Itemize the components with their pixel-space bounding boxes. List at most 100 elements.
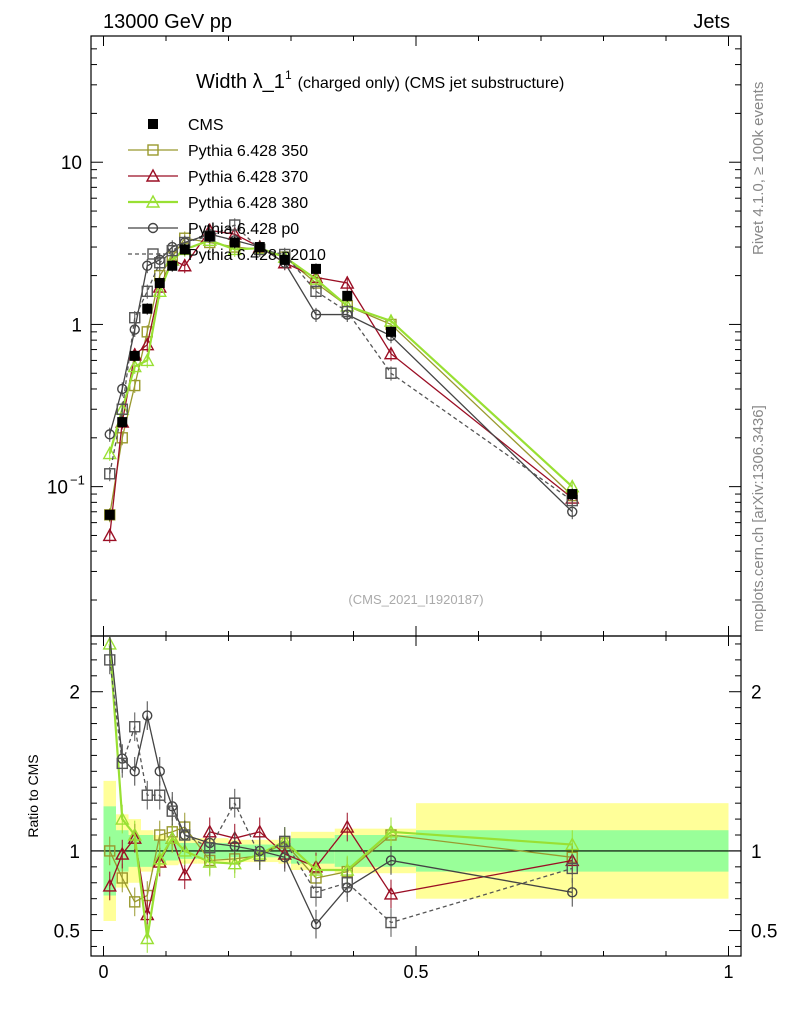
legend-label-cms: CMS [188, 117, 224, 134]
data-point-pythia-6-428-370 [177, 258, 192, 272]
data-point-pythia-6-428-p2010 [104, 468, 116, 480]
data-point-pythia-6-428-370 [383, 346, 399, 360]
ratio-point-pythia-6-428-370 [115, 846, 130, 860]
ratio-y-tick-label: 1 [69, 842, 80, 863]
ratio-point-pythia-6-428-380 [127, 827, 142, 841]
data-point-pythia-6-428-p0 [104, 429, 115, 440]
series-line-pythia-6-428-350 [109, 237, 573, 515]
ratio-point-pythia-6-428-380 [177, 843, 192, 857]
ratio-plot-frame [90, 635, 742, 957]
legend-marker-pythia-6-428-380 [145, 194, 161, 208]
ratio-y-tick-label-right: 0.5 [751, 922, 777, 943]
ratio-series-layer [102, 635, 580, 953]
main-series-layer [102, 218, 580, 543]
ratio-point-pythia-6-428-p2010 [385, 916, 397, 929]
ratio-point-pythia-6-428-p2010 [104, 654, 116, 666]
ratio-point-pythia-6-428-380 [227, 856, 242, 870]
data-point-cms [167, 260, 178, 271]
ratio-point-pythia-6-428-380 [165, 830, 180, 844]
y-tick-label: 10 [61, 153, 82, 174]
ratio-point-pythia-6-428-370 [340, 819, 355, 833]
data-point-pythia-6-428-380 [383, 313, 399, 327]
ratio-y-tick-label: 0.5 [54, 922, 80, 943]
legend-marker-pythia-6-428-370 [145, 168, 161, 182]
rivet-version-label: Rivet 4.1.0, ≥ 100k events [750, 82, 767, 255]
legend-marker-pythia-6-428-p2010 [147, 248, 159, 260]
ratio-point-pythia-6-428-380 [202, 854, 217, 868]
data-point-cms [142, 303, 153, 314]
data-point-pythia-6-428-p2010 [341, 305, 353, 318]
x-tick-label: 0.5 [403, 962, 428, 982]
legend: CMS Pythia 6.428 350 Pythia 6.428 370 Pythi… [128, 117, 326, 264]
x-tick-label: 1 [723, 962, 733, 982]
data-point-cms [154, 278, 165, 289]
ratio-point-pythia-6-428-380 [383, 824, 399, 838]
data-point-pythia-6-428-p2010 [154, 257, 166, 269]
data-point-pythia-6-428-p2010 [385, 367, 397, 379]
ratio-point-pythia-6-428-p2010 [229, 797, 241, 809]
ratio-point-pythia-6-428-370 [177, 867, 192, 881]
legend-label-pythia-6-428-380: Pythia 6.428 380 [188, 195, 308, 212]
ratio-point-pythia-6-428-p0 [310, 918, 322, 930]
jets-label: Jets [693, 11, 730, 33]
ratio-ylabel: Ratio to CMS [25, 754, 41, 837]
data-point-pythia-6-428-380 [152, 283, 167, 298]
ratio-line-pythia-6-428-p2010 [109, 659, 573, 924]
legend-label-pythia-6-428-350: Pythia 6.428 350 [188, 143, 308, 160]
data-point-pythia-6-428-p0 [310, 309, 322, 320]
data-point-pythia-6-428-380 [127, 359, 142, 373]
ratio-point-pythia-6-428-p2010 [254, 850, 266, 862]
ratio-point-pythia-6-428-380 [140, 931, 155, 945]
data-point-cms [279, 254, 290, 265]
data-point-cms [342, 290, 353, 301]
data-point-pythia-6-428-380 [102, 446, 117, 460]
analysis-id-label: (CMS_2021_I1920187) [348, 592, 483, 607]
data-point-pythia-6-428-p2010 [141, 285, 153, 298]
data-point-pythia-6-428-p0 [117, 383, 128, 395]
y-tick-label: 10 [47, 478, 68, 499]
ratio-point-pythia-6-428-p2010 [116, 757, 128, 770]
data-point-cms [179, 244, 190, 255]
ratio-point-pythia-6-428-p2010 [204, 842, 216, 854]
ratio-point-pythia-6-428-370 [383, 886, 399, 900]
ratio-point-pythia-6-428-p2010 [141, 789, 153, 801]
data-point-pythia-6-428-p2010 [166, 244, 178, 257]
ratio-y-tick-label-right: 2 [751, 683, 762, 704]
ratio-y-tick-label: 2 [69, 683, 80, 704]
ratio-point-pythia-6-428-380 [565, 837, 580, 851]
title-main: Width λ_1 [196, 71, 285, 93]
series-line-pythia-6-428-p2010 [109, 224, 573, 502]
ratio-point-pythia-6-428-380 [308, 862, 324, 876]
legend-marker-cms [148, 119, 158, 129]
data-point-cms [254, 242, 265, 253]
series-line-pythia-6-428-370 [109, 229, 573, 536]
ratio-point-pythia-6-428-380 [152, 851, 167, 865]
series-line-pythia-6-428-p0 [109, 233, 573, 513]
ratio-point-pythia-6-428-370 [102, 878, 117, 892]
legend-marker-pythia-6-428-350 [147, 144, 159, 156]
ratio-point-pythia-6-428-p2010 [566, 862, 578, 875]
data-point-cms [129, 350, 140, 361]
data-point-cms [311, 263, 321, 274]
ratio-point-pythia-6-428-p2010 [341, 877, 353, 889]
data-point-pythia-6-428-p2010 [129, 312, 141, 324]
ratio-point-pythia-6-428-350 [116, 872, 128, 884]
data-point-pythia-6-428-p2010 [116, 403, 128, 415]
y-tick-label: 1 [71, 315, 82, 336]
data-point-pythia-6-428-p2010 [310, 285, 322, 298]
ratio-point-pythia-6-428-350 [104, 845, 116, 857]
ratio-point-pythia-6-428-p2010 [154, 789, 166, 801]
x-tick-label: 0 [98, 962, 108, 982]
ratio-point-pythia-6-428-p0 [129, 766, 140, 777]
legend-label-pythia-6-428-p0: Pythia 6.428 p0 [188, 221, 299, 238]
ratio-point-pythia-6-428-p2010 [129, 721, 141, 733]
data-point-pythia-6-428-370 [102, 528, 117, 542]
data-point-pythia-6-428-370 [340, 275, 355, 289]
ratio-point-pythia-6-428-p0 [385, 855, 397, 866]
ratio-point-pythia-6-428-350 [154, 829, 166, 841]
collision-label: 13000 GeV pp [103, 11, 232, 33]
legend-marker-pythia-6-428-p0 [147, 222, 159, 234]
series-line-pythia-6-428-380 [108, 239, 573, 488]
